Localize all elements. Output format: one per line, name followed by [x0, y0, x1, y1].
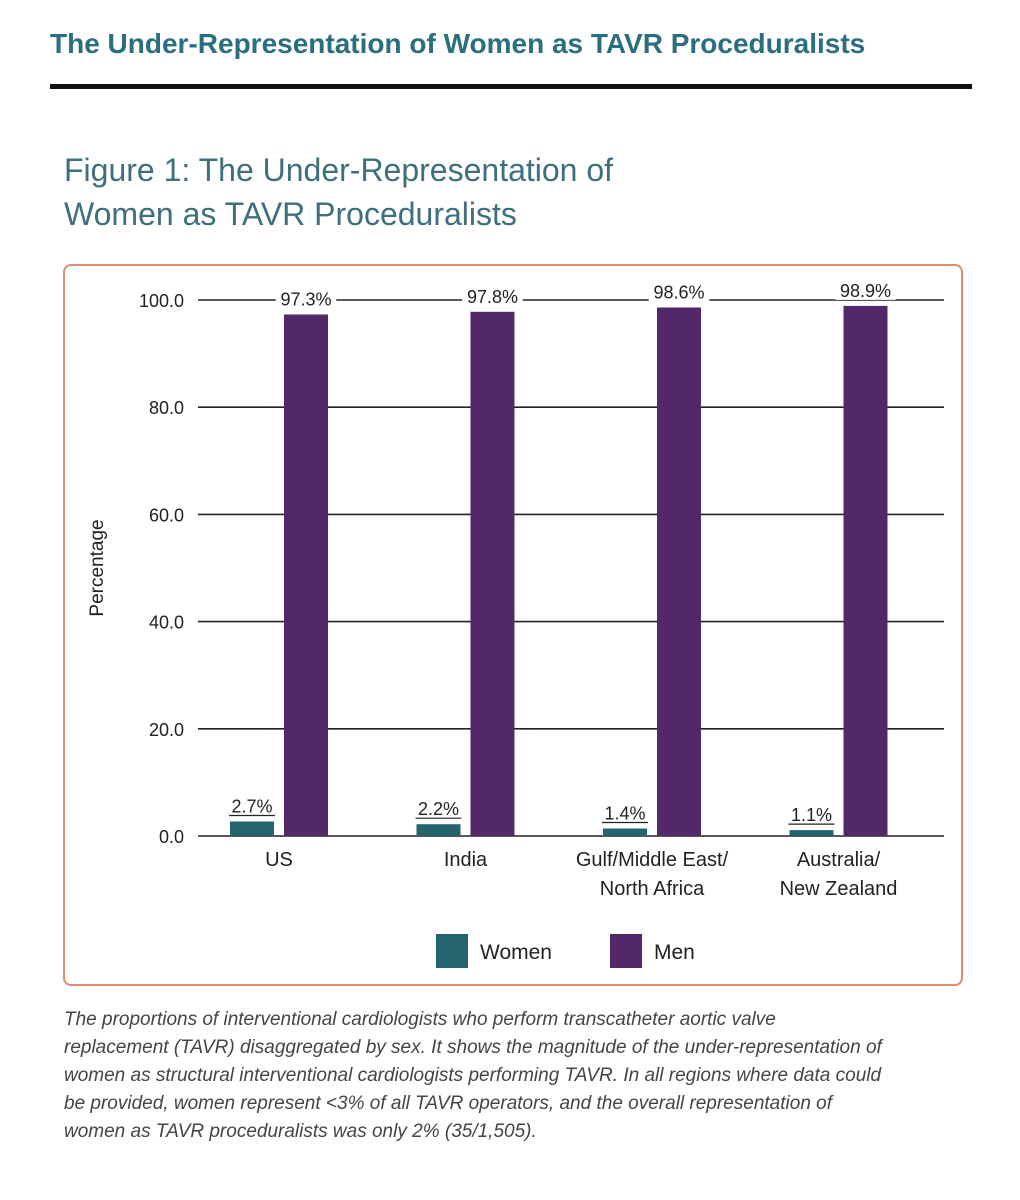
legend-swatch-women	[436, 934, 468, 968]
y-tick-label: 40.0	[149, 613, 184, 633]
y-tick-label: 100.0	[139, 291, 184, 311]
data-label-bg	[413, 798, 464, 819]
figure-caption: The proportions of interventional cardio…	[64, 1006, 964, 1146]
data-label: 97.3%	[280, 289, 331, 309]
bar-men	[284, 314, 328, 836]
data-label: 2.7%	[231, 797, 272, 817]
bar-women	[230, 821, 274, 836]
data-label: 2.2%	[418, 799, 459, 819]
data-label-bg	[600, 802, 650, 823]
figure-title-line-1: Figure 1: The Under-Representation of	[64, 152, 614, 188]
bar-women	[789, 830, 834, 836]
y-axis-title: Percentage	[87, 519, 108, 616]
bar-women	[603, 828, 647, 836]
y-tick-label: 80.0	[149, 398, 184, 418]
y-tick-label: 20.0	[149, 720, 184, 740]
legend-label: Men	[654, 941, 695, 964]
caption-line: The proportions of interventional cardio…	[64, 1009, 776, 1030]
chart-frame	[63, 264, 963, 986]
page-title: The Under-Representation of Women as TAV…	[50, 28, 866, 59]
data-label: 1.4%	[604, 803, 645, 823]
bar-women	[416, 824, 461, 836]
legend-swatch-men	[610, 934, 642, 968]
x-tick-label: North Africa	[600, 878, 705, 900]
x-tick-label: India	[444, 849, 488, 871]
data-label-bg	[462, 285, 523, 306]
data-label-bg	[835, 279, 896, 300]
title-divider	[50, 84, 972, 89]
data-label-bg	[275, 288, 337, 309]
x-tick-label: New Zealand	[780, 878, 898, 900]
bar-men	[843, 305, 888, 836]
caption-line: women as structural interventional cardi…	[64, 1065, 882, 1086]
bar-men	[470, 311, 515, 836]
data-label-bg	[786, 804, 837, 825]
caption-line: be provided, women represent <3% of all …	[64, 1093, 833, 1114]
y-tick-label: 60.0	[149, 505, 184, 525]
figure-title: Figure 1: The Under-Representation of Wo…	[64, 148, 764, 236]
legend-label: Women	[480, 941, 552, 964]
x-tick-label: US	[265, 849, 293, 871]
data-label: 97.8%	[467, 287, 518, 307]
figure-title-line-2: Women as TAVR Proceduralists	[64, 196, 517, 232]
data-label: 98.9%	[840, 281, 891, 301]
data-label: 1.1%	[791, 805, 832, 825]
y-tick-label: 0.0	[159, 827, 184, 847]
x-tick-label: Australia/	[797, 849, 881, 871]
bar-men	[657, 307, 701, 836]
x-tick-label: Gulf/Middle East/	[576, 849, 729, 871]
caption-line: replacement (TAVR) disaggregated by sex.…	[64, 1037, 882, 1058]
data-label-bg	[648, 281, 710, 302]
caption-line: women as TAVR proceduralists was only 2%…	[64, 1121, 537, 1142]
data-label-bg	[227, 795, 277, 816]
data-label: 98.6%	[653, 283, 704, 303]
